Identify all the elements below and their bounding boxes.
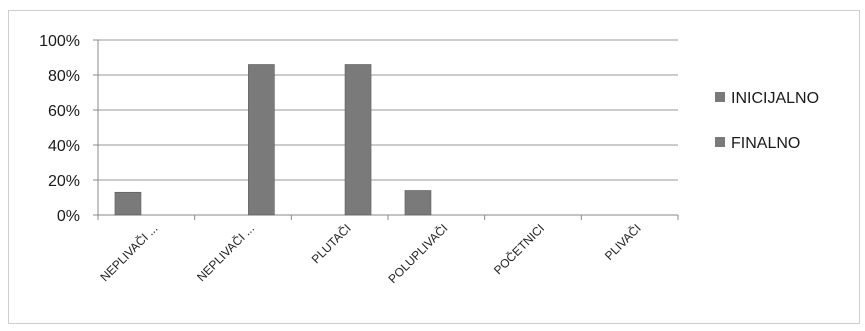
gridlines bbox=[98, 39, 678, 181]
x-category-label: NEPLIVAČI ... bbox=[193, 221, 257, 285]
y-tick-label: 0% bbox=[57, 208, 80, 225]
bar-inicijalno bbox=[114, 191, 142, 216]
legend-label: INICIJALNO bbox=[731, 90, 819, 107]
x-category-label: POČETNICI bbox=[490, 221, 547, 278]
x-category-label: POLUPLIVAČI bbox=[385, 221, 451, 287]
y-tick-label: 80% bbox=[48, 68, 80, 85]
y-tick-label: 40% bbox=[48, 138, 80, 155]
legend-label: FINALNO bbox=[731, 135, 800, 152]
x-axis: NEPLIVAČI ... NEPLIVAČI ... PLUTAČI POLUPLI… bbox=[97, 214, 679, 287]
bar-inicijalno bbox=[404, 190, 432, 216]
legend: INICIJALNO FINALNO bbox=[715, 90, 819, 152]
x-category-label: PLIVAČI bbox=[601, 221, 644, 264]
bar-finalno bbox=[344, 64, 372, 216]
x-category-label: PLUTAČI bbox=[308, 221, 354, 267]
y-tick-label: 100% bbox=[39, 33, 80, 50]
chart-frame bbox=[8, 10, 860, 324]
y-tick-label: 60% bbox=[48, 103, 80, 120]
y-tick-label: 20% bbox=[48, 173, 80, 190]
bars bbox=[114, 64, 432, 216]
y-axis: 0% 20% 40% 60% 80% 100% bbox=[39, 33, 99, 225]
legend-swatch bbox=[715, 92, 725, 102]
bar-finalno bbox=[248, 64, 275, 216]
x-category-label: NEPLIVAČI ... bbox=[97, 221, 161, 285]
legend-swatch bbox=[715, 137, 725, 147]
